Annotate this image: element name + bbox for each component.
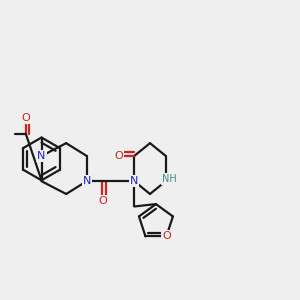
Text: N: N <box>37 151 46 161</box>
Text: O: O <box>98 196 107 206</box>
Text: O: O <box>162 231 171 242</box>
Text: N: N <box>82 176 91 186</box>
Text: NH: NH <box>162 174 177 184</box>
Text: O: O <box>114 151 123 161</box>
Text: O: O <box>21 113 30 123</box>
Text: N: N <box>130 176 138 186</box>
